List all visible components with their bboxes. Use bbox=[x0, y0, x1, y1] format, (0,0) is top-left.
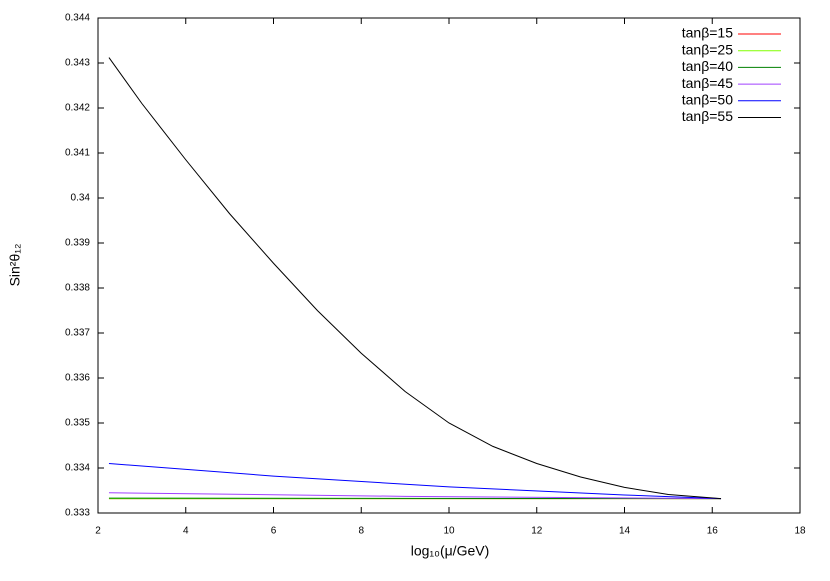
x-axis-label: log₁₀(μ/GeV) bbox=[411, 543, 490, 559]
legend-label: tanβ=25 bbox=[682, 41, 733, 57]
x-tick-label: 16 bbox=[707, 526, 719, 537]
legend-label: tanβ=50 bbox=[682, 92, 733, 108]
y-tick-label: 0.344 bbox=[65, 13, 90, 24]
y-tick-label: 0.333 bbox=[65, 508, 90, 519]
x-tick-label: 10 bbox=[443, 526, 455, 537]
series-line bbox=[108, 57, 722, 500]
x-tick-label: 14 bbox=[619, 526, 631, 537]
x-tick-label: 12 bbox=[531, 526, 543, 537]
x-tick-label: 6 bbox=[271, 526, 277, 537]
y-axis-label: Sin²θ₁₂ bbox=[7, 244, 23, 287]
y-tick-label: 0.339 bbox=[65, 238, 90, 249]
series-line bbox=[108, 463, 722, 500]
legend-label: tanβ=40 bbox=[682, 58, 733, 74]
y-tick-label: 0.338 bbox=[65, 283, 90, 294]
y-tick-label: 0.335 bbox=[65, 418, 90, 429]
y-tick-label: 0.34 bbox=[71, 193, 91, 204]
legend-label: tanβ=15 bbox=[682, 25, 733, 41]
y-tick-label: 0.336 bbox=[65, 373, 90, 384]
y-tick-label: 0.343 bbox=[65, 58, 90, 69]
x-tick-label: 4 bbox=[183, 526, 189, 537]
series-line bbox=[108, 492, 722, 500]
x-tick-label: 8 bbox=[358, 526, 364, 537]
legend-label: tanβ=55 bbox=[682, 108, 733, 124]
x-tick-label: 18 bbox=[794, 526, 806, 537]
y-tick-label: 0.342 bbox=[65, 103, 90, 114]
y-tick-label: 0.334 bbox=[65, 463, 90, 474]
y-tick-label: 0.337 bbox=[65, 328, 90, 339]
legend-label: tanβ=45 bbox=[682, 75, 733, 91]
y-tick-label: 0.341 bbox=[65, 148, 90, 159]
x-tick-label: 2 bbox=[95, 526, 101, 537]
